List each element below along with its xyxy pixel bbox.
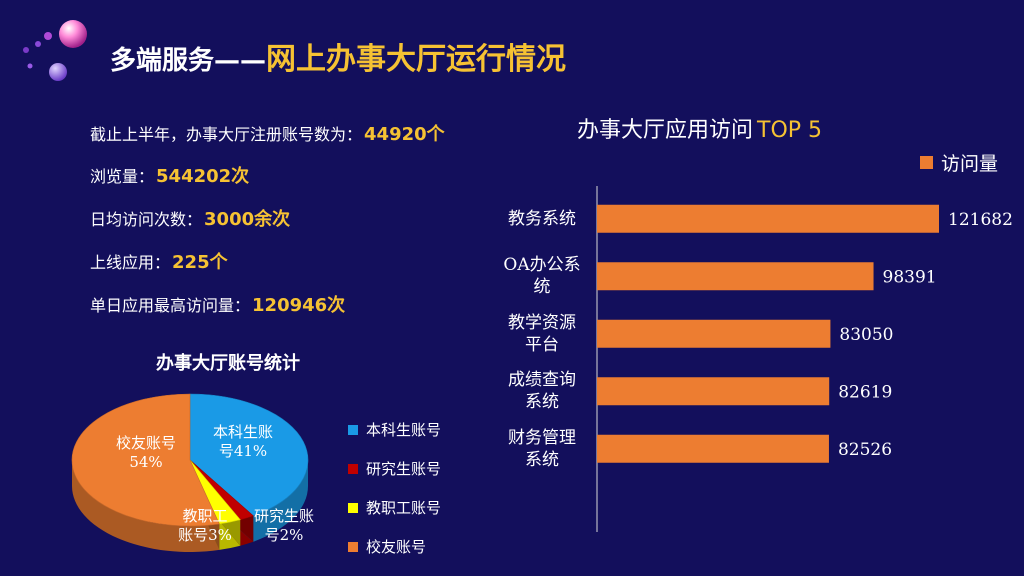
pie-slice-side (72, 460, 220, 552)
bar-chart-legend: 访问量 (920, 149, 998, 176)
stat-label: 上线应用： (90, 253, 171, 272)
pie-slice-side (253, 460, 308, 542)
bar-value-label: 82619 (838, 382, 892, 402)
legend-swatch (920, 156, 933, 169)
bar-category-label: 成绩查询 系统 (508, 370, 576, 413)
bar (597, 262, 874, 291)
pie-slice-label: 校友账号 54% (116, 434, 176, 471)
legend-swatch (348, 424, 358, 435)
stat-value: 544202次 (156, 166, 250, 187)
pie-legend-item: 本科生账号 (348, 419, 441, 440)
bar-chart-title-cn: 办事大厅应用访问 (577, 118, 754, 143)
stat-value: 120946次 (252, 295, 346, 316)
pie-top (71, 393, 309, 527)
pie-legend-item: 校友账号 (348, 536, 426, 557)
bar (597, 434, 829, 463)
bar-value-label: 98391 (883, 267, 937, 287)
bar-category-label: 教学资源 平台 (508, 312, 576, 355)
stat-value: 3000余次 (204, 209, 291, 230)
page-title-main: 网上办事大厅运行情况 (266, 42, 567, 77)
legend-label: 研究生账号 (366, 460, 442, 478)
bar-category-label: OA办公系统 (503, 255, 581, 298)
legend-label: 校友账号 (366, 538, 427, 556)
stat-daily-visits: 日均访问次数： 3000余次 (90, 205, 290, 231)
legend-swatch (348, 463, 358, 474)
bar-category-label: 财务管理 系统 (508, 427, 576, 470)
bar-value-label: 121682 (948, 210, 1013, 230)
stat-peak-daily-visits: 单日应用最高访问量： 120946次 (90, 291, 345, 317)
stat-label: 截止上半年，办事大厅注册账号数为： (90, 125, 363, 144)
decorative-bubbles-icon (23, 20, 87, 81)
bar-value-label: 83050 (839, 325, 893, 345)
stat-label: 单日应用最高访问量： (90, 296, 251, 315)
page-title: 多端服务——网上办事大厅运行情况 (110, 34, 566, 78)
pie-slice-label: 本科生账号41% (213, 423, 273, 460)
pie-legend-item: 教职工账号 (348, 497, 441, 518)
pie-legend-item: 研究生账号 (348, 458, 441, 479)
legend-label: 本科生账号 (366, 421, 442, 439)
stat-value: 44920个 (364, 124, 445, 145)
bar-chart-title: 办事大厅应用访问 TOP 5 (577, 112, 822, 144)
stat-page-views: 浏览量： 544202次 (90, 162, 249, 188)
stat-value: 225个 (172, 252, 228, 273)
stat-label: 日均访问次数： (90, 210, 203, 229)
legend-label: 教职工账号 (366, 499, 442, 517)
stat-label: 浏览量： (90, 167, 155, 186)
bar-chart-title-en: TOP 5 (757, 118, 823, 143)
page-title-prefix: 多端服务—— (110, 46, 267, 76)
legend-label: 访问量 (941, 153, 999, 175)
bar-value-label: 82526 (838, 440, 892, 460)
legend-swatch (348, 541, 358, 552)
stat-online-apps: 上线应用： 225个 (90, 248, 228, 274)
pie-slice (71, 393, 220, 527)
pie-slice (189, 393, 309, 517)
bar (597, 377, 830, 406)
bar-category-label: 教务系统 (508, 208, 576, 229)
legend-swatch (348, 502, 358, 513)
stat-registered-accounts: 截止上半年，办事大厅注册账号数为： 44920个 (90, 120, 445, 146)
pie-chart-title: 办事大厅账号统计 (156, 353, 300, 374)
pie-slice-label: 研究生账号2% (254, 507, 314, 544)
pie-slice-label: 教职工账号3% (178, 507, 232, 544)
bar (597, 204, 939, 233)
bar (597, 319, 831, 348)
